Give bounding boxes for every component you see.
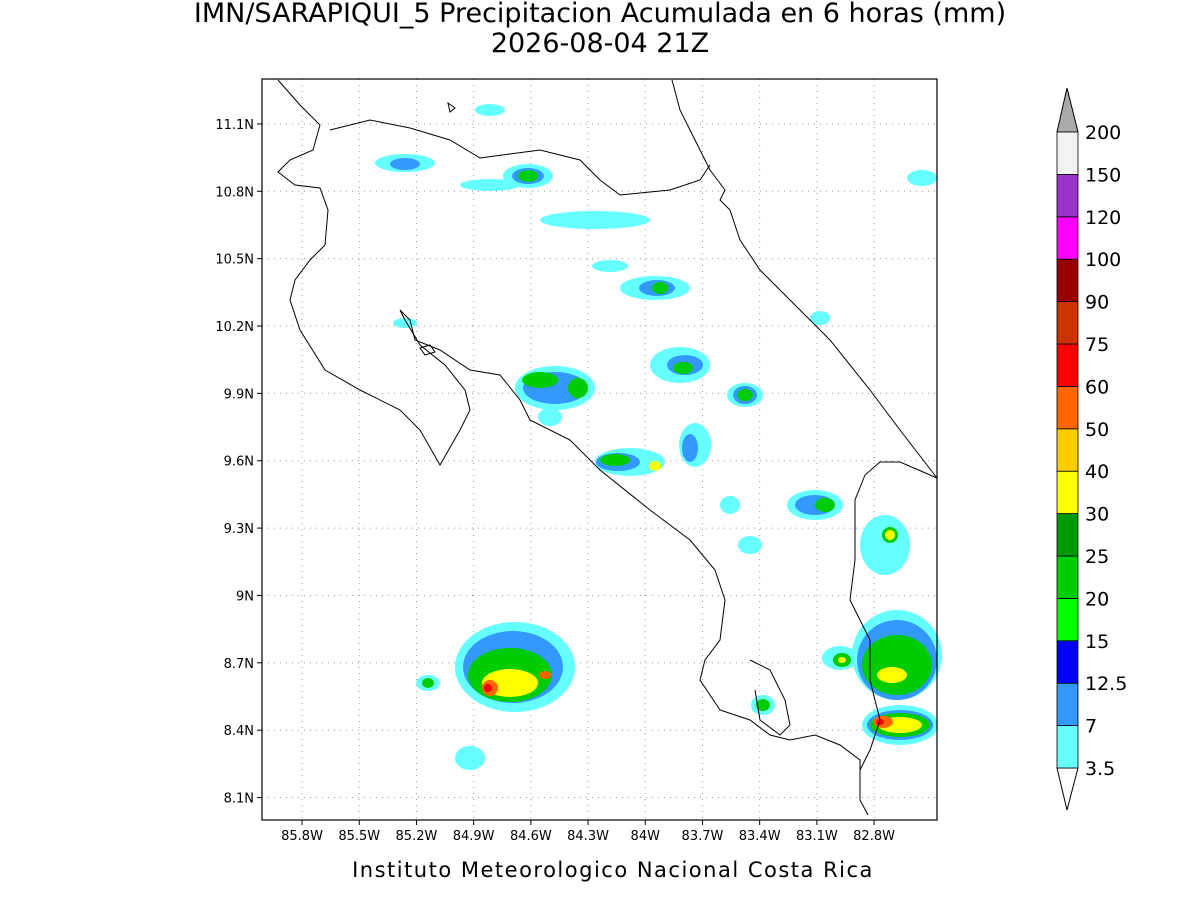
colorbar-label: 25: [1085, 546, 1109, 568]
colorbar-below: [1056, 767, 1079, 811]
x-tick-label: 84.9W: [453, 829, 495, 844]
colorbar-segment: [1056, 131, 1079, 175]
colorbar-label: 75: [1085, 334, 1109, 356]
x-tick-label: 84.6W: [510, 829, 552, 844]
x-tick-label: 85.8W: [281, 829, 323, 844]
colorbar-label: 150: [1085, 164, 1121, 186]
x-tick-label: 85.2W: [396, 829, 438, 844]
colorbar-label: 90: [1085, 292, 1109, 314]
colorbar-label: 100: [1085, 249, 1121, 271]
y-tick-label: 10.8N: [215, 185, 254, 200]
colorbar-segment: [1056, 640, 1079, 684]
colorbar-label: 12.5: [1085, 673, 1127, 695]
x-tick-label: 84W: [631, 829, 661, 844]
colorbar-segment: [1056, 682, 1079, 727]
colorbar-label: 200: [1085, 122, 1121, 144]
colorbar-segment: [1056, 725, 1079, 769]
colorbar-segment: [1056, 428, 1079, 472]
x-tick-label: 82.8W: [853, 829, 895, 844]
colorbar-label: 15: [1085, 631, 1109, 653]
colorbar: 3.5 7 12.5 15 20 25 30 40 50 60 75 90 100 120 150 200: [1056, 87, 1127, 811]
colorbar-label: 30: [1085, 504, 1109, 526]
y-tick-label: 9N: [236, 589, 254, 604]
colorbar-above: [1056, 87, 1079, 133]
colorbar-segment: [1056, 555, 1079, 599]
x-tick-label: 85.5W: [338, 829, 380, 844]
x-tick-label: 84.3W: [567, 829, 609, 844]
axes: 85.8W 85.5W 85.2W 84.9W 84.6W 84.3W 84W 83.7W 83…: [215, 118, 895, 844]
y-tick-label: 9.3N: [224, 522, 254, 537]
colorbar-label: 120: [1085, 207, 1121, 229]
colorbar-label: 40: [1085, 461, 1109, 483]
colorbar-label: 3.5: [1085, 758, 1115, 780]
colorbar-segment: [1056, 513, 1079, 557]
colorbar-segment: [1056, 301, 1079, 345]
y-tick-label: 9.9N: [224, 387, 254, 402]
x-tick-label: 83.1W: [796, 829, 838, 844]
map-frame: [261, 78, 938, 821]
colorbar-segment: [1056, 470, 1079, 515]
title: IMN/SARAPIQUI_5 Precipitacion Acumulada …: [194, 0, 1006, 29]
colorbar-label: 50: [1085, 419, 1109, 441]
colorbar-segment: [1056, 385, 1079, 430]
colorbar-segment: [1056, 216, 1079, 260]
colorbar-label: 7: [1085, 716, 1097, 738]
y-tick-label: 9.6N: [224, 455, 254, 470]
y-tick-label: 8.7N: [224, 657, 254, 672]
y-tick-label: 10.2N: [215, 320, 254, 335]
colorbar-segment: [1056, 173, 1079, 218]
precipitation-field: [375, 104, 942, 770]
y-tick-label: 8.4N: [224, 724, 254, 739]
y-tick-label: 10.5N: [215, 253, 254, 268]
colorbar-segment: [1056, 258, 1079, 303]
colorbar-label: 60: [1085, 376, 1109, 398]
colorbar-segment: [1056, 343, 1079, 387]
x-tick-label: 83.4W: [739, 829, 781, 844]
y-tick-label: 8.1N: [224, 792, 254, 807]
y-tick-label: 11.1N: [215, 118, 254, 133]
map-area: [261, 78, 942, 821]
coastline: [277, 79, 938, 816]
colorbar-label: 20: [1085, 588, 1109, 610]
subtitle: 2026-08-04 21Z: [491, 28, 709, 59]
footer: Instituto Meteorologico Nacional Costa R…: [352, 858, 874, 882]
x-tick-label: 83.7W: [682, 829, 724, 844]
colorbar-segment: [1056, 598, 1079, 642]
